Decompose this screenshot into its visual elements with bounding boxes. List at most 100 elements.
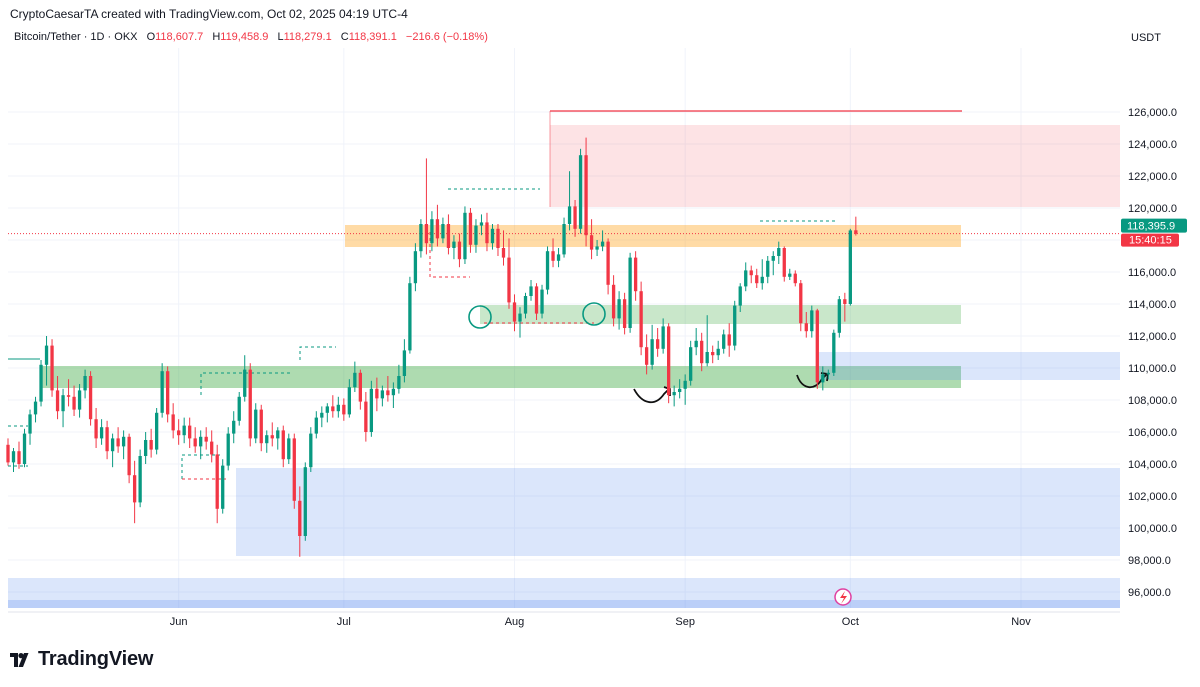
candle — [496, 224, 500, 256]
candle-body — [771, 256, 775, 261]
candle-body — [551, 251, 555, 261]
candle — [727, 323, 731, 357]
candlestick-series — [6, 137, 858, 557]
candle — [391, 382, 396, 408]
candle — [105, 420, 109, 460]
candle — [358, 369, 362, 410]
candle — [606, 238, 610, 295]
candle — [843, 292, 847, 322]
candle-body — [667, 326, 671, 396]
candle-body — [567, 206, 572, 224]
candle-body — [435, 219, 440, 239]
candle-body — [832, 332, 836, 373]
candle-body — [496, 228, 500, 248]
candle — [760, 259, 764, 290]
candle-body — [788, 273, 792, 277]
candle — [744, 262, 748, 292]
candle — [138, 449, 142, 508]
low-value: 118,279.1 — [283, 31, 332, 43]
candle-body — [749, 270, 753, 276]
candle — [121, 430, 126, 460]
candle — [303, 462, 307, 541]
symbol-ohlc-legend: Bitcoin/Tether · 1D · OKX O118,607.7 H11… — [14, 31, 488, 43]
candle — [369, 380, 374, 437]
breakout-dashed-3 — [299, 346, 336, 360]
candle-body — [837, 299, 841, 333]
candle — [826, 369, 830, 380]
time-axis[interactable]: Jun Jul Aug Sep Oct Nov — [8, 611, 1120, 628]
candle-body — [110, 438, 115, 452]
candle-body — [44, 345, 49, 365]
candle-body — [518, 313, 522, 322]
high-key: H — [212, 31, 221, 43]
tradingview-logo[interactable]: TradingView — [10, 648, 153, 671]
event-marker[interactable] — [834, 588, 852, 606]
candle-body — [644, 347, 649, 365]
candle — [457, 233, 462, 268]
candle-body — [177, 430, 181, 436]
candle — [380, 385, 385, 407]
candle — [110, 433, 115, 468]
candle — [523, 292, 528, 319]
candle — [281, 425, 285, 468]
candle — [226, 427, 230, 471]
candle — [127, 433, 131, 484]
candle — [628, 252, 632, 333]
candle — [199, 430, 203, 460]
candle-body — [303, 467, 307, 536]
candle — [44, 336, 49, 386]
candle — [749, 265, 753, 284]
candle-body — [226, 433, 230, 466]
candle-body — [11, 451, 16, 463]
candle — [782, 246, 786, 282]
x-tick-label: Sep — [675, 616, 695, 628]
candle-body — [457, 241, 462, 260]
candle — [331, 395, 335, 418]
candle — [61, 388, 65, 428]
symbol-label[interactable]: Bitcoin/Tether · 1D · OKX — [14, 31, 138, 43]
candle-body — [501, 248, 506, 258]
candle — [545, 246, 550, 295]
candle — [408, 276, 412, 354]
candle-body — [347, 387, 351, 415]
candle — [149, 428, 153, 458]
tradingview-logo-icon — [10, 652, 29, 667]
candle — [766, 256, 770, 284]
candle-body — [650, 339, 654, 365]
candle-body — [160, 371, 164, 413]
breakdown-dashed-2 — [429, 232, 470, 278]
candle-body — [259, 409, 263, 444]
candle — [595, 240, 599, 256]
candle-body — [556, 254, 561, 261]
x-tick-label: Nov — [1011, 616, 1031, 628]
candle-body — [562, 224, 566, 255]
open-value: 118,607.7 — [155, 31, 204, 43]
candle-body — [485, 222, 489, 244]
candle — [204, 427, 208, 450]
support-zone-green-lower — [40, 366, 961, 388]
candle-body — [237, 396, 241, 421]
candle — [248, 363, 252, 447]
price-axis[interactable]: 96,000.0 98,000.0 100,000.0 102,000.0 104,00… — [1128, 107, 1177, 599]
candle-body — [364, 401, 368, 432]
candle-body — [154, 412, 159, 450]
support-zone-green-upper — [480, 305, 961, 324]
y-tick-label: 122,000.0 — [1128, 171, 1177, 183]
candle — [347, 379, 351, 418]
candle-body — [782, 248, 786, 277]
candle — [259, 404, 263, 452]
candle — [815, 308, 819, 389]
candle — [463, 206, 467, 264]
y-tick-label: 102,000.0 — [1128, 491, 1177, 503]
candle — [716, 340, 720, 360]
tradingview-logo-text: TradingView — [38, 648, 154, 670]
candle — [342, 398, 346, 421]
change-value: −216.6 (−0.18%) — [405, 31, 488, 43]
candle-body — [672, 392, 676, 396]
candle — [501, 230, 506, 266]
candle-body — [380, 390, 385, 399]
candle-body — [678, 388, 682, 392]
candle — [132, 460, 137, 524]
candle — [72, 385, 76, 416]
